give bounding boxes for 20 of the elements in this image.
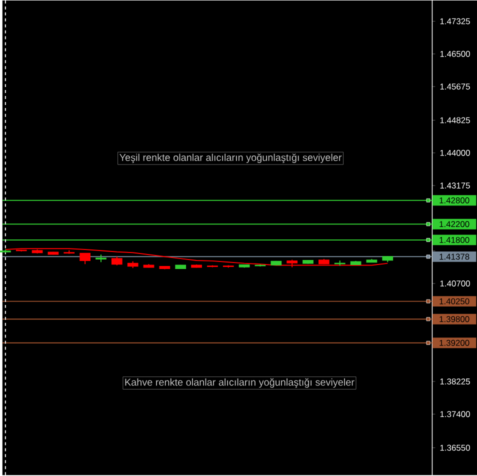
annotation: Kahve renkte olanlar alıcıların yoğunlaştığı seviyeler bbox=[125, 378, 354, 388]
ref-line-label: 1.41800 bbox=[440, 237, 470, 244]
ref-line-label: 1.39800 bbox=[440, 316, 470, 322]
ref-line-label: 1.39200 bbox=[440, 340, 470, 346]
ref-line-label: 1.42800 bbox=[440, 198, 470, 204]
y-tick-label: 1.45675 bbox=[440, 84, 470, 90]
y-tick-label: 1.36550 bbox=[440, 444, 470, 451]
ref-line-label: 1.42200 bbox=[440, 221, 470, 228]
y-tick-label: 1.38225 bbox=[440, 378, 470, 385]
candlestick bbox=[80, 252, 90, 265]
y-tick-label: 1.46500 bbox=[440, 51, 470, 58]
y-tick-label: 1.44000 bbox=[440, 150, 470, 156]
y-tick-label: 1.44825 bbox=[440, 117, 470, 124]
y-tick-label: 1.40700 bbox=[440, 280, 470, 287]
y-tick-label: 1.43175 bbox=[440, 182, 470, 189]
y-tick-label: 1.47325 bbox=[440, 18, 470, 24]
annotation: Yeşil renkte olanlar alıcıların yoğunlaştığı seviyeler bbox=[120, 154, 342, 164]
y-tick-label: 1.37400 bbox=[440, 411, 470, 418]
ref-line-label: 1.41378 bbox=[440, 254, 470, 260]
ref-line-label: 1.40250 bbox=[440, 298, 470, 305]
